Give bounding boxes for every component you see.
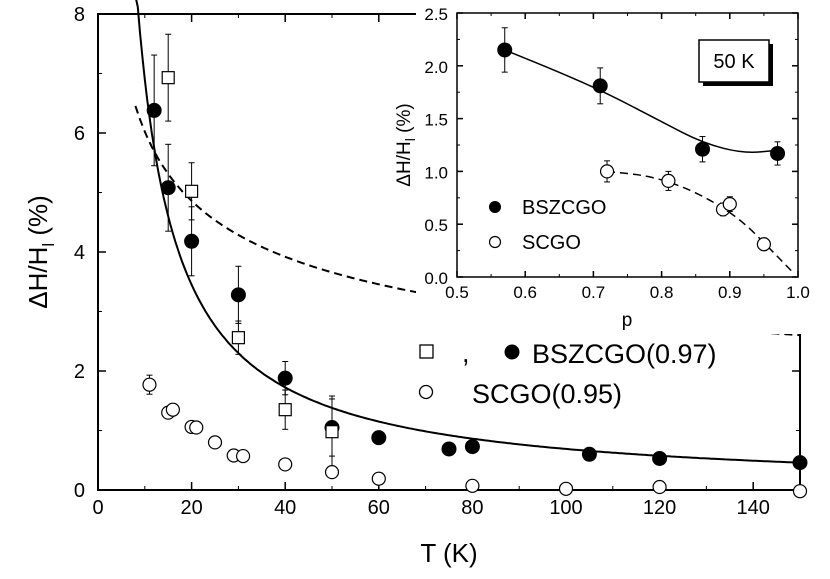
data-point-filled-circle: [371, 430, 387, 446]
data-point-open-circle: [165, 402, 180, 417]
data-point-open-square: [231, 331, 245, 345]
y-tick-label: 2.5: [424, 5, 448, 24]
inset-fit-curves: [504, 49, 792, 272]
data-point-open-circle: [722, 197, 737, 212]
data-point-open-circle: [207, 435, 223, 450]
inset-legend-bszcgo-label: BSZCGO: [522, 197, 606, 219]
y-tick-label: 1.0: [424, 163, 448, 182]
data-point-open-circle: [371, 471, 386, 486]
inset-legend-scgo-label: SCGO: [522, 232, 581, 254]
data-point-open-circle: [189, 420, 204, 435]
fit-curve-solid: [135, 0, 801, 464]
y-tick-label: 2.0: [424, 58, 448, 77]
main-legend: , BSZCGO(0.97) SCGO(0.95): [418, 338, 717, 409]
data-point-filled-circle: [792, 455, 808, 471]
x-tick-label: 0.6: [513, 283, 537, 302]
inset-data-points: [497, 27, 786, 252]
data-point-open-circle: [792, 484, 808, 499]
y-tick-label: 4: [74, 242, 85, 264]
x-tick-label: 1.0: [786, 283, 810, 302]
x-tick-label: 80: [461, 497, 483, 519]
y-tick-label: 1.5: [424, 111, 448, 130]
main-y-axis-label: ΔH/Hl (%): [23, 195, 58, 309]
legend-open-circle-marker: [418, 384, 434, 400]
inset-legend-open-marker: [488, 235, 502, 249]
y-tick-label: 8: [74, 4, 85, 26]
data-point-filled-circle: [230, 287, 246, 303]
data-point-open-circle: [558, 481, 574, 496]
data-point-open-circle: [652, 479, 667, 495]
inset-plot: 0.5 0.6 0.7 0.8 0.9 1.00.00.51.01.52.02.5 p Δ…: [394, 0, 828, 334]
x-tick-label: 100: [549, 497, 582, 519]
annotation-text: 50 K: [713, 51, 755, 73]
inset-axis-ticks: 0.5 0.6 0.7 0.8 0.9 1.00.00.51.01.52.02.5: [424, 5, 809, 302]
main-x-axis-label: T (K): [420, 538, 477, 568]
y-tick-label: 2: [74, 361, 85, 383]
x-tick-label: 20: [180, 497, 202, 519]
data-point-filled-circle: [160, 180, 176, 196]
x-tick-label: 0: [92, 497, 103, 519]
y-tick-label: 0.0: [424, 269, 448, 288]
inset-legend-filled-marker: [489, 201, 501, 213]
x-tick-label: 0.5: [445, 283, 469, 302]
x-tick-label: 40: [274, 497, 296, 519]
x-tick-label: 140: [737, 497, 770, 519]
data-point-filled-circle: [497, 42, 513, 58]
x-tick-label: 60: [368, 497, 390, 519]
data-point-open-circle: [324, 465, 340, 480]
data-point-open-circle: [465, 478, 480, 493]
inset-legend: BSZCGO SCGO: [488, 197, 606, 254]
data-point-open-square: [185, 184, 199, 198]
legend-scgo-label: SCGO(0.95): [472, 379, 622, 409]
y-tick-label: 0: [74, 480, 85, 502]
x-tick-label: 0.9: [718, 283, 742, 302]
data-point-filled-circle: [652, 450, 668, 466]
inset-x-axis-label: p: [622, 310, 633, 331]
inset-y-axis-label: ΔH/Hl (%): [394, 103, 418, 186]
x-tick-label: 0.7: [582, 283, 606, 302]
y-tick-label: 6: [74, 123, 85, 145]
data-point-filled-circle: [592, 78, 608, 94]
fit-curve-dashed: [606, 170, 792, 272]
legend-open-square-marker: [419, 344, 434, 359]
data-point-filled-circle: [441, 441, 457, 457]
legend-comma: ,: [462, 338, 470, 368]
data-point-filled-circle: [277, 370, 293, 386]
data-point-filled-circle: [184, 233, 200, 249]
legend-filled-circle-marker: [504, 344, 520, 360]
data-point-open-square: [161, 71, 175, 85]
legend-bszcgo-label: BSZCGO(0.97): [532, 339, 717, 369]
data-point-open-circle: [599, 164, 615, 179]
annotation-box: [698, 39, 770, 83]
data-point-open-square: [278, 403, 292, 417]
data-point-open-circle: [661, 173, 676, 189]
x-tick-label: 0.8: [650, 283, 674, 302]
x-tick-label: 120: [643, 497, 676, 519]
data-point-filled-circle: [146, 102, 162, 118]
data-point-filled-circle: [581, 446, 597, 462]
data-point-filled-circle: [695, 141, 711, 157]
data-point-open-circle: [756, 237, 772, 252]
data-point-filled-circle: [464, 439, 480, 455]
data-point-open-square: [325, 425, 339, 439]
data-point-filled-circle: [770, 145, 786, 161]
data-point-open-circle: [278, 457, 293, 472]
temperature-annotation: 50 K: [698, 39, 773, 86]
y-tick-label: 0.5: [424, 216, 448, 235]
data-point-open-circle: [142, 377, 157, 392]
fit-curve-solid: [504, 49, 778, 153]
main-data-points: [142, 33, 808, 499]
data-point-open-circle: [235, 448, 251, 464]
